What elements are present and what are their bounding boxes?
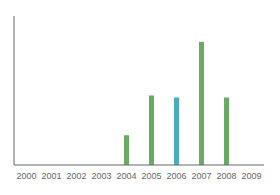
svg-text:2002: 2002 xyxy=(66,171,86,181)
svg-text:2001: 2001 xyxy=(41,171,61,181)
svg-text:2008: 2008 xyxy=(216,171,236,181)
svg-text:2004: 2004 xyxy=(116,171,136,181)
svg-text:2003: 2003 xyxy=(91,171,111,181)
svg-text:2000: 2000 xyxy=(16,171,36,181)
svg-text:2005: 2005 xyxy=(141,171,161,181)
svg-text:2007: 2007 xyxy=(191,171,211,181)
svg-text:2009: 2009 xyxy=(241,171,261,181)
svg-text:2006: 2006 xyxy=(166,171,186,181)
